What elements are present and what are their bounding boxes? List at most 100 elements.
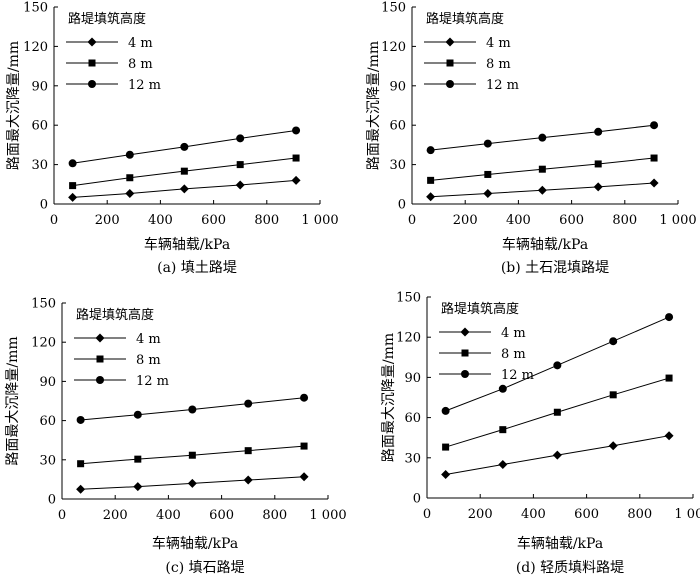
data-point [236,134,245,143]
data-point [650,154,658,162]
legend-marker-square [96,355,104,363]
x-tick-label: 0 [423,507,431,522]
x-tick-label: 600 [209,508,234,523]
data-point [133,482,143,492]
data-point [299,472,309,482]
data-point [76,415,85,424]
x-tick-label: 400 [156,508,181,523]
legend-marker-circle [96,376,104,384]
x-tick-label: 1 000 [659,213,696,228]
data-point [69,182,77,190]
x-axis-title: 车辆轴载/kPa [144,236,230,253]
y-tick-label: 30 [39,453,56,468]
y-tick-label: 120 [31,336,56,351]
y-tick-label: 30 [389,158,406,173]
data-point [134,455,142,463]
x-tick-label: 800 [254,213,279,228]
data-point [76,484,86,494]
legend-marker-circle [461,370,469,378]
y-tick-label: 150 [23,1,48,16]
legend-marker-circle [446,80,454,88]
y-tick-label: 30 [31,158,48,173]
legend-label: 12 m [128,78,161,93]
data-point [68,192,78,202]
data-point [442,443,450,451]
data-point [236,161,244,169]
chart-panel-3: 0 30 60 90 120 150 0 200 400 600 800 1 000 车辆轴载/kPa 路… [381,291,700,577]
data-point [427,176,435,184]
data-point [300,442,308,450]
data-point [441,470,451,480]
legend-label: 8 m [486,57,511,72]
data-point [126,174,134,182]
y-axis-title: 路面最大沉降量/mm [6,41,22,170]
legend-label: 8 m [501,347,526,362]
x-axis-title: 车辆轴载/kPa [517,535,603,552]
legend-label: 4 m [501,326,526,341]
data-point [292,154,300,162]
x-tick-label: 0 [58,508,66,523]
data-point [426,146,435,155]
y-tick-label: 120 [23,40,48,55]
data-point [291,175,301,185]
y-tick-label: 90 [39,375,56,390]
legend-marker-circle [88,80,96,88]
x-tick-label: 800 [262,508,287,523]
data-point [649,178,659,188]
data-point [244,399,253,408]
data-point [483,188,493,198]
y-tick-label: 120 [396,331,421,346]
x-tick-label: 400 [148,213,173,228]
panel-caption: (d) 轻质填料路堤 [516,560,624,576]
y-axis-title: 路面最大沉降量/mm [366,41,382,170]
data-point [664,431,674,441]
data-point [483,139,492,148]
data-point [552,450,562,460]
x-axis-title: 车辆轴载/kPa [152,535,238,552]
data-point [499,426,507,434]
x-tick-label: 200 [95,213,120,228]
y-tick-label: 60 [39,414,56,429]
chart-panel-1: 0 30 60 90 120 150 0 200 400 600 800 1 000 车辆轴载/kPa 路… [366,1,697,277]
y-tick-label: 90 [389,79,406,94]
data-point [608,441,618,451]
data-point [609,391,617,399]
y-tick-label: 60 [31,119,48,134]
data-point [68,159,77,168]
x-tick-label: 0 [50,213,58,228]
data-point [553,408,561,416]
legend-label: 4 m [486,36,511,51]
data-point [180,167,188,175]
x-tick-label: 800 [627,507,652,522]
data-point [244,447,252,455]
y-tick-label: 30 [404,451,421,466]
legend-title: 路堤填筑高度 [426,11,504,27]
legend-marker-diamond [460,327,470,337]
x-tick-label: 1 000 [301,213,338,228]
data-point [243,475,253,485]
x-tick-label: 1 000 [674,507,700,522]
x-tick-label: 600 [201,213,226,228]
data-point [665,374,673,382]
x-tick-label: 800 [612,213,637,228]
data-point [498,384,507,393]
x-tick-label: 600 [559,213,584,228]
legend-marker-square [88,59,96,67]
legend-label: 12 m [136,374,169,389]
x-axis-title: 车辆轴载/kPa [502,236,588,253]
data-point [538,165,546,173]
legend-title: 路堤填筑高度 [76,307,154,323]
data-point [665,313,674,322]
data-point [650,121,659,130]
data-point [538,133,547,142]
y-axis-title: 路面最大沉降量/mm [381,333,397,462]
data-point [187,478,197,488]
legend-marker-diamond [95,333,105,343]
y-tick-label: 60 [389,119,406,134]
legend-label: 4 m [128,36,153,51]
data-point [77,460,85,468]
x-tick-label: 400 [506,213,531,228]
x-tick-label: 200 [103,508,128,523]
x-tick-label: 600 [574,507,599,522]
